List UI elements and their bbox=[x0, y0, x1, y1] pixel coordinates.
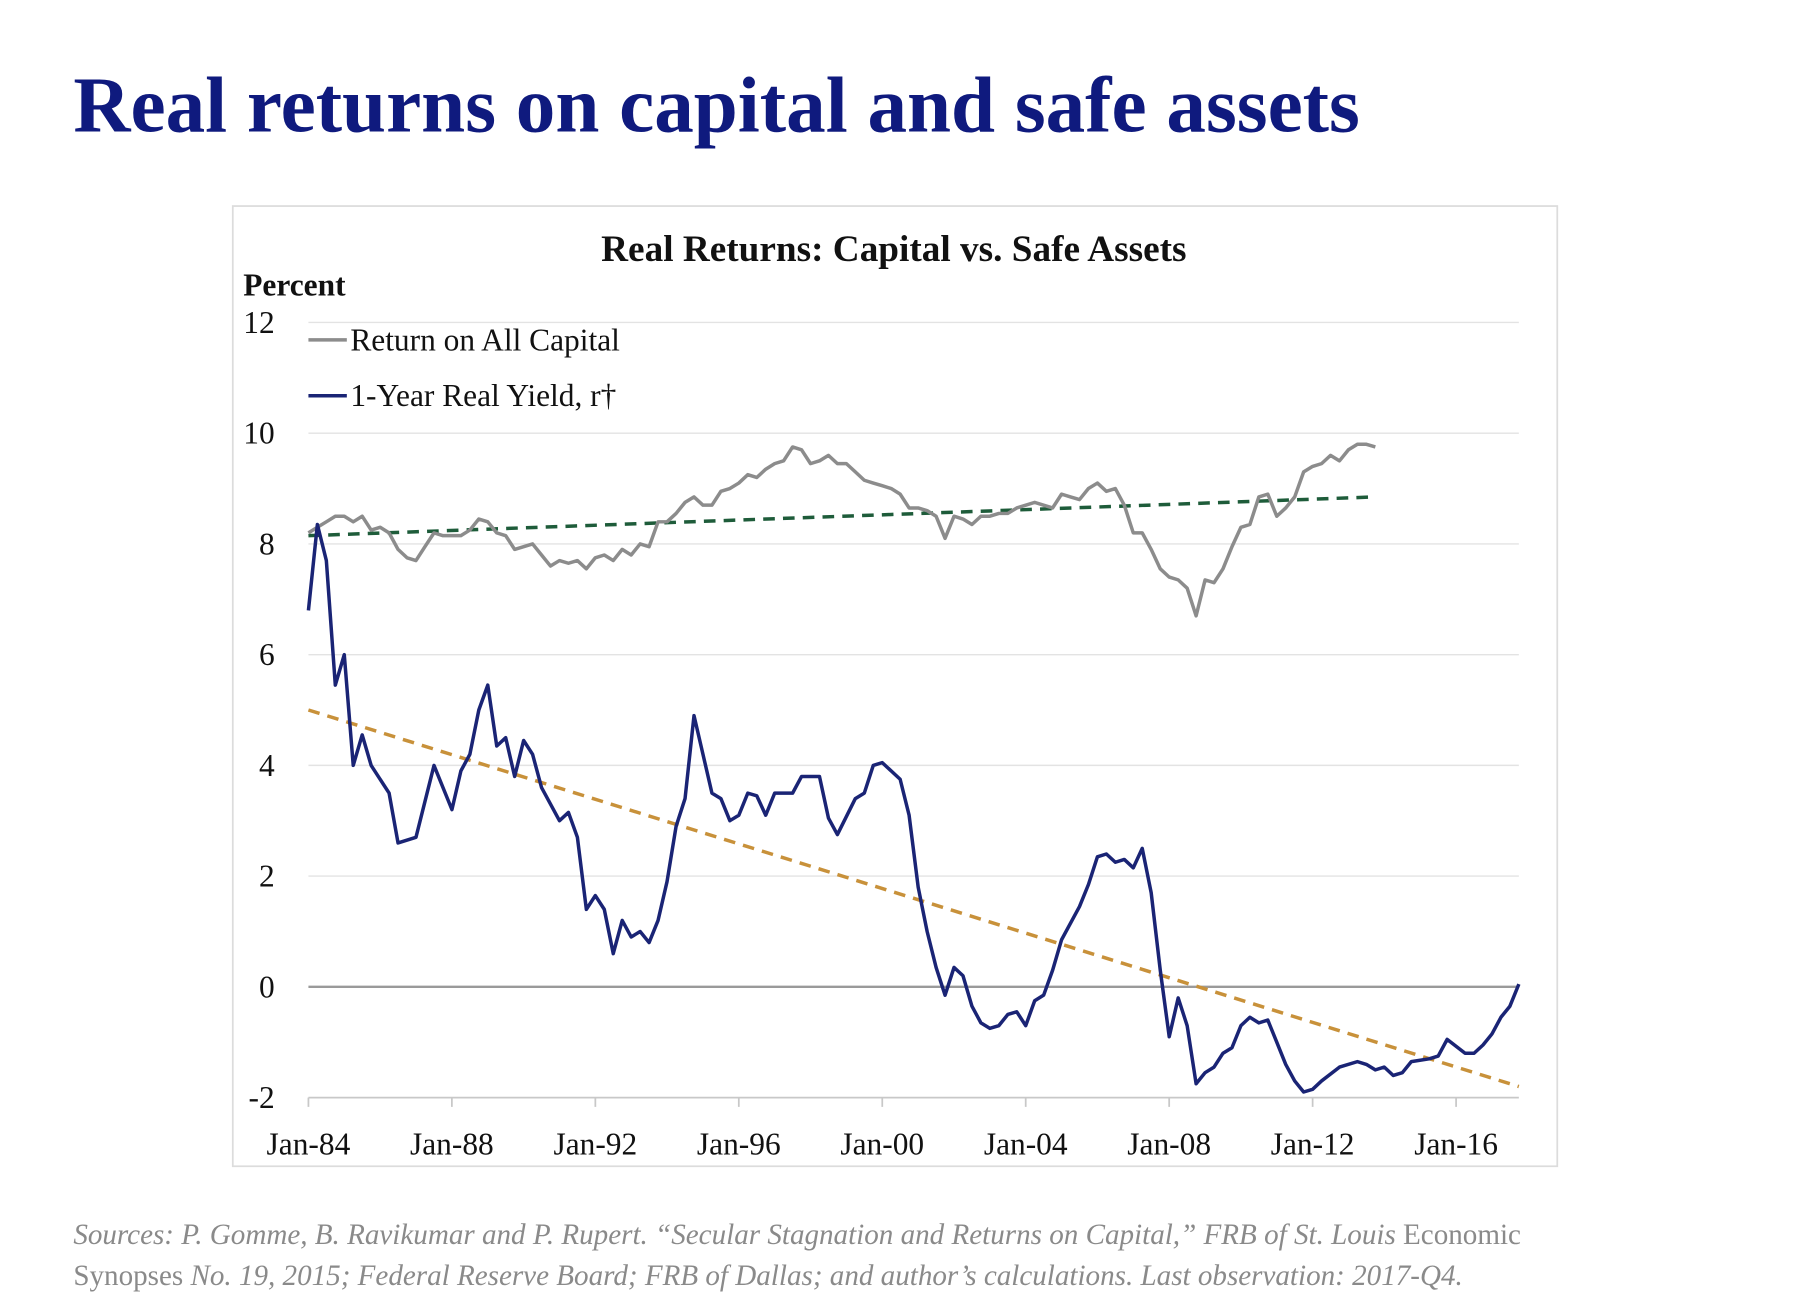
y-tick-label: 2 bbox=[259, 859, 275, 894]
legend-label: 1-Year Real Yield, r† bbox=[350, 378, 616, 413]
series-line bbox=[307, 442, 1376, 618]
source-line: Synopses No. 19, 2015; Federal Reserve B… bbox=[73, 1260, 1462, 1292]
x-tick-label: Jan-08 bbox=[1127, 1127, 1211, 1162]
source-note: Sources: P. Gomme, B. Ravikumar and P. R… bbox=[73, 1219, 1521, 1292]
legend-label: Return on All Capital bbox=[350, 322, 620, 357]
series-line bbox=[306, 522, 1521, 1094]
chart-title: Real Returns: Capital vs. Safe Assets bbox=[601, 229, 1186, 270]
slide-title: Real returns on capital and safe assets bbox=[73, 62, 1360, 150]
x-tick-label: Jan-88 bbox=[410, 1127, 494, 1162]
source-text: Economic bbox=[1403, 1219, 1521, 1251]
source-text: Sources: P. Gomme, B. Ravikumar and P. R… bbox=[73, 1219, 1403, 1251]
y-tick-label: 0 bbox=[259, 969, 275, 1004]
y-tick-label: -2 bbox=[249, 1080, 275, 1115]
x-tick-label: Jan-16 bbox=[1414, 1127, 1498, 1162]
y-axis-label: Percent bbox=[243, 268, 346, 303]
chart-frame bbox=[231, 205, 1559, 1168]
x-tick-label: Jan-00 bbox=[840, 1127, 924, 1162]
x-tick-label: Jan-12 bbox=[1271, 1127, 1355, 1162]
y-tick-label: 8 bbox=[259, 526, 275, 561]
source-text: Synopses bbox=[73, 1260, 183, 1292]
source-line: Sources: P. Gomme, B. Ravikumar and P. R… bbox=[73, 1219, 1521, 1251]
y-tick-label: 10 bbox=[243, 416, 274, 451]
x-tick-label: Jan-04 bbox=[984, 1127, 1068, 1162]
y-tick-label: 12 bbox=[243, 305, 274, 340]
y-tick-label: 6 bbox=[259, 637, 275, 672]
source-text: No. 19, 2015; Federal Reserve Board; FRB… bbox=[183, 1260, 1463, 1292]
x-tick-label: Jan-96 bbox=[697, 1127, 781, 1162]
x-tick-label: Jan-92 bbox=[553, 1127, 637, 1162]
trend-line bbox=[307, 708, 1520, 1089]
y-tick-label: 4 bbox=[259, 748, 275, 783]
x-tick-label: Jan-84 bbox=[267, 1127, 351, 1162]
